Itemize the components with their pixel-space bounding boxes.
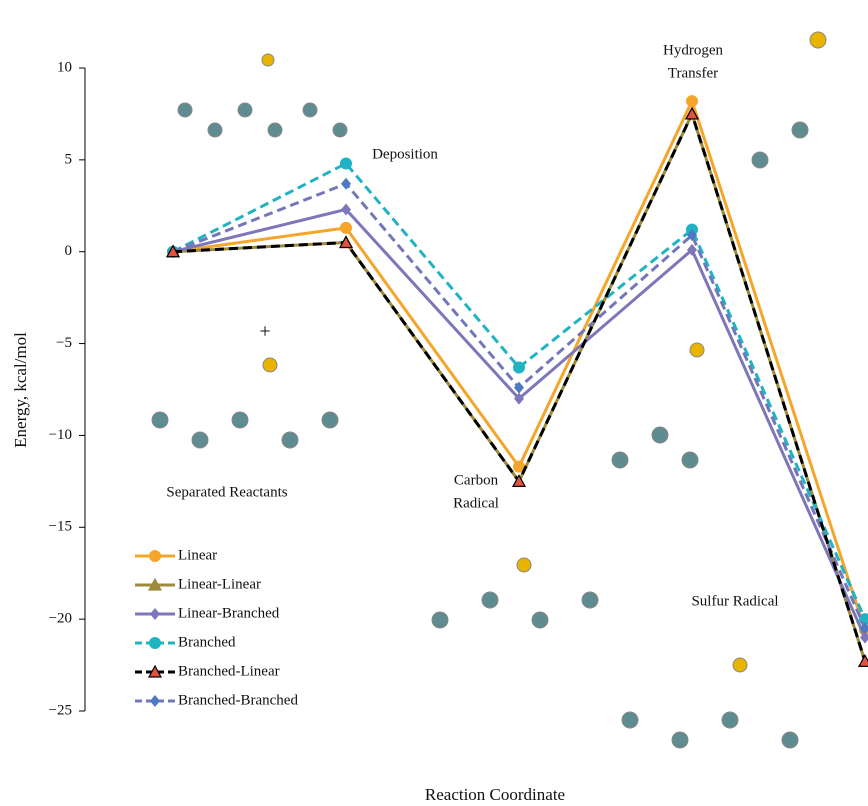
y-tick-label: −15 [49,519,72,535]
point [513,361,525,374]
legend-label: Branched-Linear [178,663,280,679]
y-tick-label: −5 [56,335,72,351]
point [511,474,527,487]
legend-label: Linear-Linear [178,576,261,592]
point [341,177,351,190]
point [857,654,868,667]
annotation: Hydrogen [663,42,723,58]
x-axis-label: Reaction Coordinate [425,785,565,804]
annotation: Deposition [372,146,438,162]
annotation: Carbon [454,472,499,488]
series-line [172,207,867,639]
series-line [172,161,867,620]
y-tick-label: 0 [65,243,73,259]
y-tick-label: −20 [49,611,72,627]
point [514,381,524,394]
legend-label: Linear-Branched [178,605,280,621]
point [340,157,352,170]
point [687,229,697,242]
legend-marker [147,577,163,591]
legend-label: Branched [178,634,236,650]
y-tick-label: 5 [65,151,73,167]
y-tick-label: −10 [49,427,72,443]
legend-marker [149,550,161,562]
y-tick-label: 10 [57,59,72,75]
annotation: Radical [453,495,499,511]
point [686,95,698,108]
point [860,631,868,644]
point [341,203,351,216]
y-axis-label: Energy, kcal/mol [11,332,30,448]
point [340,221,352,234]
legend-marker [150,695,160,707]
point [338,235,354,249]
annotation: Sulfur Radical [691,593,778,609]
legend-marker [150,608,160,620]
point [687,243,697,256]
point [513,460,525,473]
molecule-decor [151,31,827,749]
point [514,392,524,405]
legend-marker [147,664,163,678]
legend-label: Branched-Branched [178,692,298,708]
legend-label: Linear [178,547,217,563]
annotation: Transfer [668,65,718,81]
point [165,244,181,258]
legend-marker [149,637,161,649]
point [684,106,700,120]
annotation: Separated Reactants [166,484,287,500]
y-tick-label: −25 [49,702,72,718]
annotation: + [259,321,270,343]
point [860,622,868,635]
